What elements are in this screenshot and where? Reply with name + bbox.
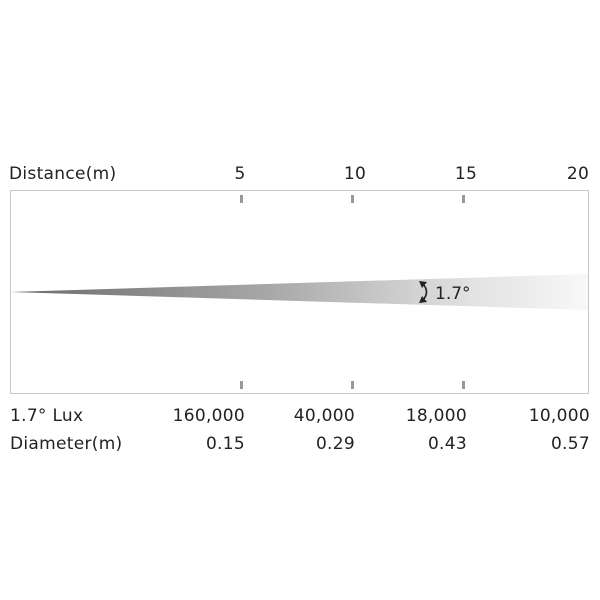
distance-tick-5: 5 [234,164,246,184]
light-beam [10,274,588,310]
diameter-value-10m: 0.29 [315,434,355,454]
lux-value-15m: 18,000 [405,406,467,426]
distance-tick-10: 10 [343,164,367,184]
bottom-tick-5 [240,381,243,389]
bottom-tick-10 [351,381,354,389]
top-tick-15 [462,195,465,203]
beam-angle-arrow-icon [419,281,428,303]
diameter-value-15m: 0.43 [427,434,467,454]
top-tick-5 [240,195,243,203]
beam-angle-label: 1.7° [435,284,471,304]
bottom-tick-15 [462,381,465,389]
bottom-tick-marks [240,381,465,389]
lux-value-10m: 40,000 [293,406,355,426]
lux-value-5m: 160,000 [172,406,245,426]
lux-value-20m: 10,000 [528,406,590,426]
lux-row-label: 1.7° Lux [10,406,84,426]
top-tick-10 [351,195,354,203]
distance-axis-label: Distance(m) [9,164,117,184]
top-tick-marks [240,195,465,203]
distance-tick-20: 20 [566,164,590,184]
diameter-value-5m: 0.15 [205,434,245,454]
diameter-value-20m: 0.57 [550,434,590,454]
diameter-row-label: Diameter(m) [10,434,123,454]
distance-tick-15: 15 [454,164,478,184]
